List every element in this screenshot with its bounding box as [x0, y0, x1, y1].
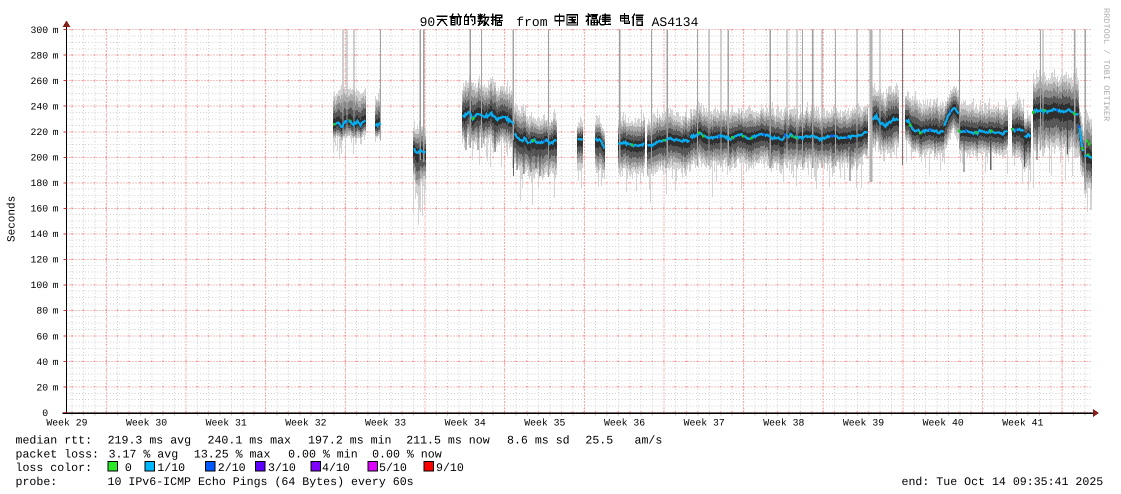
svg-text:25.5: 25.5: [585, 434, 613, 447]
svg-text:Week 29: Week 29: [46, 418, 87, 429]
svg-text:Week 35: Week 35: [524, 418, 565, 429]
svg-text:0: 0: [125, 462, 132, 475]
svg-text:219.3 ms avg: 219.3 ms avg: [108, 434, 192, 447]
svg-text:200: 200: [31, 153, 49, 164]
svg-text:packet loss:: packet loss:: [16, 448, 100, 461]
svg-text:5/10: 5/10: [379, 462, 407, 475]
svg-text:100: 100: [31, 280, 49, 291]
svg-text:m: m: [53, 204, 59, 215]
svg-text:Seconds: Seconds: [7, 196, 19, 242]
svg-text:211.5 ms now: 211.5 ms now: [406, 434, 490, 447]
svg-text:90: 90: [420, 15, 436, 30]
svg-text:end: Tue Oct 14 09:35:41 2025: end: Tue Oct 14 09:35:41 2025: [902, 476, 1104, 489]
svg-text:20: 20: [36, 382, 48, 393]
svg-text:m: m: [53, 280, 59, 291]
svg-text:1/10: 1/10: [157, 462, 185, 475]
svg-text:m: m: [53, 255, 59, 266]
svg-text:Week 32: Week 32: [285, 418, 326, 429]
svg-text:m: m: [53, 25, 59, 36]
svg-text:160: 160: [31, 204, 49, 215]
svg-text:2/10: 2/10: [218, 462, 246, 475]
svg-text:Week 41: Week 41: [1002, 418, 1043, 429]
svg-text:260: 260: [31, 76, 49, 87]
svg-text:9/10: 9/10: [436, 462, 464, 475]
svg-text:m: m: [53, 153, 59, 164]
svg-text:0.00 % min: 0.00 % min: [288, 448, 358, 461]
svg-text:0: 0: [42, 408, 48, 419]
svg-text:40: 40: [36, 357, 48, 368]
svg-text:from: from: [516, 15, 547, 30]
svg-text:4/10: 4/10: [322, 462, 350, 475]
svg-text:197.2 ms min: 197.2 ms min: [308, 434, 392, 447]
svg-text:180: 180: [31, 178, 49, 189]
svg-text:280: 280: [31, 51, 49, 62]
svg-text:0.00 % now: 0.00 % now: [372, 448, 442, 461]
svg-text:m: m: [53, 127, 59, 138]
svg-text:80: 80: [36, 306, 48, 317]
svg-text:RRDTOOL / TOBI OETIKER: RRDTOOL / TOBI OETIKER: [1101, 8, 1111, 121]
svg-text:Week 36: Week 36: [604, 418, 645, 429]
svg-text:Week 37: Week 37: [684, 418, 725, 429]
svg-text:Week 38: Week 38: [763, 418, 804, 429]
svg-text:m: m: [53, 102, 59, 113]
svg-text:m: m: [53, 76, 59, 87]
svg-text:loss color:: loss color:: [16, 462, 93, 475]
svg-text:median rtt:: median rtt:: [16, 434, 93, 447]
svg-text:10 IPv6-ICMP Echo Pings (64 By: 10 IPv6-ICMP Echo Pings (64 Bytes) every…: [108, 476, 414, 489]
svg-text:AS4134: AS4134: [652, 15, 699, 30]
svg-text:140: 140: [31, 229, 49, 240]
svg-text:am/s: am/s: [635, 434, 663, 447]
svg-text:Week 40: Week 40: [923, 418, 964, 429]
svg-text:m: m: [53, 306, 59, 317]
svg-text:m: m: [53, 382, 59, 393]
svg-text:probe:: probe:: [16, 476, 58, 489]
svg-text:220: 220: [31, 127, 49, 138]
svg-text:13.25 % max: 13.25 % max: [194, 448, 271, 461]
svg-text:Week 33: Week 33: [365, 418, 406, 429]
svg-text:3/10: 3/10: [268, 462, 296, 475]
svg-text:Week 31: Week 31: [206, 418, 247, 429]
svg-text:240: 240: [31, 102, 49, 113]
svg-text:Week 34: Week 34: [445, 418, 486, 429]
svg-text:300: 300: [31, 25, 49, 36]
svg-text:m: m: [53, 178, 59, 189]
svg-text:m: m: [53, 331, 59, 342]
svg-text:8.6 ms sd: 8.6 ms sd: [507, 434, 570, 447]
svg-text:120: 120: [31, 255, 49, 266]
svg-text:m: m: [53, 357, 59, 368]
svg-text:m: m: [53, 51, 59, 62]
svg-text:m: m: [53, 229, 59, 240]
svg-text:60: 60: [36, 331, 48, 342]
svg-text:3.17 % avg: 3.17 % avg: [109, 448, 179, 461]
svg-text:240.1 ms max: 240.1 ms max: [208, 434, 292, 447]
svg-text:Week 30: Week 30: [126, 418, 167, 429]
svg-text:Week 39: Week 39: [843, 418, 884, 429]
